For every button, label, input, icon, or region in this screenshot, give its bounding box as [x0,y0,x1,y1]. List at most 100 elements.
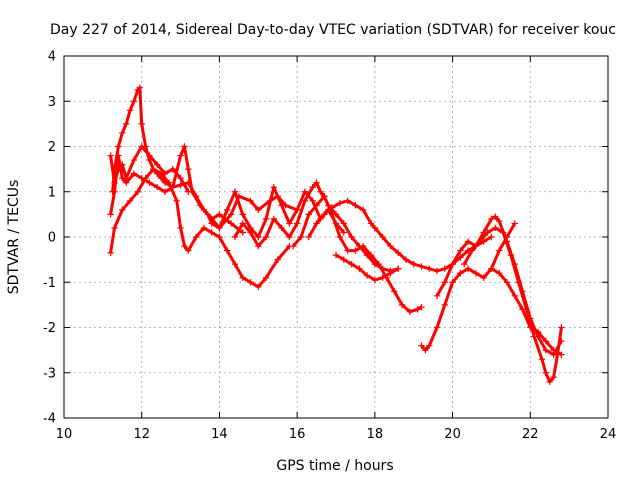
data-point [418,342,425,349]
data-point [119,129,126,137]
data-point [317,188,324,195]
data-point [150,165,157,173]
data-point [352,247,359,254]
series-trace [490,267,563,356]
data-point [410,260,417,268]
data-point [367,220,375,227]
x-tick-label: 24 [600,427,617,442]
data-point [527,324,534,331]
data-point [181,242,188,250]
data-point [542,346,550,354]
data-point [492,224,499,232]
y-tick-label: 1 [48,185,56,200]
data-point [321,193,328,200]
data-point [336,199,344,207]
data-point [484,229,491,236]
data-point [360,206,367,214]
series-arc-13 [488,265,565,358]
data-point [286,220,293,227]
data-point [115,143,122,150]
data-point [426,342,433,349]
data-point [418,303,425,311]
data-point [441,301,448,309]
data-point [169,165,176,173]
data-point [111,224,118,232]
data-point [360,242,367,250]
data-point [371,224,379,232]
data-point [301,197,309,204]
data-point [130,156,138,164]
data-point [418,263,425,270]
data-point [344,197,351,204]
data-point [457,254,464,261]
data-point [461,260,468,268]
data-point [181,143,188,150]
data-point [433,267,441,275]
data-point [293,206,301,214]
data-point [177,181,184,189]
data-point [375,260,382,268]
data-point [301,188,309,195]
x-tick-label: 22 [522,427,539,442]
data-point [394,265,402,272]
data-point [239,229,246,236]
data-point [239,274,246,281]
data-point [161,170,169,177]
data-point [185,188,192,195]
data-point [142,174,149,182]
series-trace [420,222,517,352]
data-point [224,247,231,254]
data-point [262,215,270,223]
data-point [426,265,433,272]
data-point [247,197,254,204]
series-arc-3 [107,165,293,290]
data-point [449,260,456,268]
data-point [472,270,480,277]
data-point [274,256,281,263]
data-point [457,270,464,277]
data-point [115,165,122,173]
data-point [313,179,320,186]
data-point [305,233,312,241]
data-point [286,233,293,241]
data-point [177,152,184,159]
data-point [227,211,235,218]
data-point [511,292,518,300]
data-point [488,215,495,223]
y-tick-label: -1 [43,276,56,291]
data-point [177,174,184,182]
data-point [115,152,122,159]
data-point [239,220,246,227]
data-point [530,333,538,340]
y-tick-label: 0 [48,231,56,246]
data-point [216,233,223,241]
data-point [340,256,347,263]
data-point [402,256,410,263]
data-point [119,206,126,214]
data-point [496,270,503,277]
data-point [441,279,448,286]
x-tick-label: 16 [289,427,306,442]
data-point [185,247,192,254]
data-point [480,274,487,281]
data-point [136,84,143,91]
data-point [130,170,138,177]
data-point [146,152,153,159]
x-tick-label: 12 [133,427,150,442]
data-point [173,197,180,204]
data-point [247,279,254,286]
data-point [546,378,553,385]
data-point [313,202,320,209]
data-point [328,211,336,218]
data-point [200,224,208,232]
series-arc-2 [107,143,301,232]
series-layer [107,84,565,385]
data-point [278,202,285,209]
data-point [122,120,130,128]
x-axis-label: GPS time / hours [276,458,393,474]
data-point [247,229,254,236]
data-point [231,188,239,195]
data-point [255,283,262,290]
data-point [558,324,565,331]
